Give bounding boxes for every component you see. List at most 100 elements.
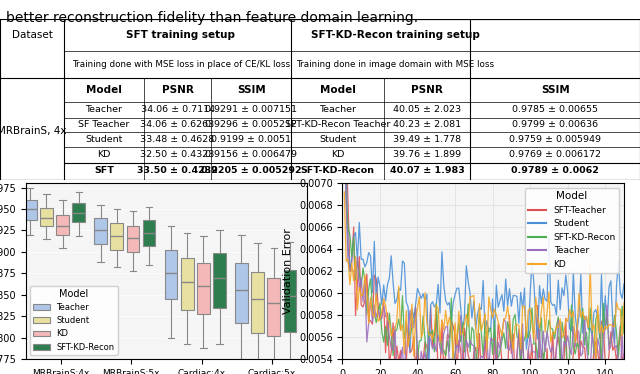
PathPatch shape bbox=[268, 278, 280, 336]
Text: Dataset: Dataset bbox=[12, 30, 52, 40]
KD bbox=[340, 189, 348, 194]
Text: PSNR: PSNR bbox=[412, 85, 443, 95]
Teacher bbox=[487, 336, 495, 340]
PathPatch shape bbox=[143, 220, 156, 246]
KD bbox=[498, 334, 506, 338]
Line: Teacher: Teacher bbox=[344, 116, 624, 374]
SFT-KD-Recon bbox=[487, 326, 495, 330]
Text: SFT: SFT bbox=[94, 166, 114, 175]
PathPatch shape bbox=[40, 208, 52, 226]
Line: SFT-KD-Recon: SFT-KD-Recon bbox=[344, 104, 624, 374]
Text: 0.9789 ± 0.0062: 0.9789 ± 0.0062 bbox=[511, 166, 599, 175]
Text: 34.06 ± 0.6263: 34.06 ± 0.6263 bbox=[140, 120, 215, 129]
Text: MRBrainS, 4x: MRBrainS, 4x bbox=[0, 126, 67, 136]
Student bbox=[536, 283, 543, 288]
SFT-Teacher bbox=[620, 352, 628, 356]
SFT-Teacher bbox=[340, 117, 348, 122]
Line: SFT-Teacher: SFT-Teacher bbox=[344, 119, 624, 374]
Text: 34.06 ± 0.7114: 34.06 ± 0.7114 bbox=[141, 105, 214, 114]
KD bbox=[534, 315, 541, 320]
Text: 40.07 ± 1.983: 40.07 ± 1.983 bbox=[390, 166, 465, 175]
PathPatch shape bbox=[72, 203, 85, 222]
Student bbox=[453, 286, 461, 291]
SFT-KD-Recon bbox=[620, 331, 628, 336]
KD bbox=[487, 307, 495, 312]
Text: Teacher: Teacher bbox=[86, 105, 122, 114]
PathPatch shape bbox=[111, 223, 123, 250]
PathPatch shape bbox=[164, 250, 177, 299]
Text: KD: KD bbox=[97, 150, 111, 159]
SFT-Teacher bbox=[536, 355, 543, 359]
Text: Student: Student bbox=[319, 135, 356, 144]
Text: Model: Model bbox=[86, 85, 122, 95]
KD bbox=[451, 321, 459, 325]
Text: 39.49 ± 1.778: 39.49 ± 1.778 bbox=[393, 135, 461, 144]
SFT-Teacher bbox=[573, 323, 581, 327]
SFT-KD-Recon bbox=[451, 352, 459, 356]
Text: 0.9205 ± 0.005292: 0.9205 ± 0.005292 bbox=[201, 166, 301, 175]
PathPatch shape bbox=[127, 226, 140, 252]
Student bbox=[425, 368, 433, 372]
Text: 40.05 ± 2.023: 40.05 ± 2.023 bbox=[393, 105, 461, 114]
SFT-KD-Recon bbox=[498, 339, 506, 343]
SFT-Teacher bbox=[453, 369, 461, 374]
Text: 33.50 ± 0.4232: 33.50 ± 0.4232 bbox=[137, 166, 218, 175]
Student bbox=[500, 309, 508, 313]
SFT-KD-Recon bbox=[573, 341, 581, 345]
Student bbox=[573, 329, 581, 333]
Text: SSIM: SSIM bbox=[237, 85, 266, 95]
Text: Training done in image domain with MSE loss: Training done in image domain with MSE l… bbox=[296, 60, 494, 69]
Line: Student: Student bbox=[344, 119, 624, 370]
Y-axis label: Validation Error: Validation Error bbox=[284, 228, 293, 314]
KD bbox=[433, 303, 440, 307]
Text: 39.76 ± 1.899: 39.76 ± 1.899 bbox=[393, 150, 461, 159]
Text: 40.23 ± 2.081: 40.23 ± 2.081 bbox=[393, 120, 461, 129]
Text: 0.9156 ± 0.006479: 0.9156 ± 0.006479 bbox=[205, 150, 297, 159]
Student bbox=[489, 297, 497, 301]
PathPatch shape bbox=[181, 258, 193, 310]
Teacher bbox=[573, 326, 581, 330]
Line: KD: KD bbox=[344, 191, 624, 364]
Text: SFT-KD-Recon Teacher: SFT-KD-Recon Teacher bbox=[285, 120, 390, 129]
PathPatch shape bbox=[284, 270, 296, 332]
Text: 0.9769 ± 0.006172: 0.9769 ± 0.006172 bbox=[509, 150, 601, 159]
Teacher bbox=[451, 352, 459, 356]
Text: KD: KD bbox=[331, 150, 344, 159]
Teacher bbox=[498, 331, 506, 335]
Teacher bbox=[620, 370, 628, 374]
KD bbox=[572, 340, 579, 345]
Text: Student: Student bbox=[85, 135, 123, 144]
Text: SFT training setup: SFT training setup bbox=[126, 30, 236, 40]
SFT-KD-Recon bbox=[534, 356, 541, 360]
Text: 0.9799 ± 0.00636: 0.9799 ± 0.00636 bbox=[512, 120, 598, 129]
KD bbox=[620, 301, 628, 306]
Text: Teacher: Teacher bbox=[319, 105, 356, 114]
PathPatch shape bbox=[56, 215, 69, 235]
PathPatch shape bbox=[197, 263, 210, 314]
Text: 32.50 ± 0.4323: 32.50 ± 0.4323 bbox=[140, 150, 215, 159]
Teacher bbox=[340, 113, 348, 118]
Text: 0.9759 ± 0.005949: 0.9759 ± 0.005949 bbox=[509, 135, 601, 144]
Text: 0.9199 ± 0.0051: 0.9199 ± 0.0051 bbox=[211, 135, 291, 144]
Text: 33.48 ± 0.4628: 33.48 ± 0.4628 bbox=[140, 135, 215, 144]
Text: SFT-KD-Recon training setup: SFT-KD-Recon training setup bbox=[311, 30, 479, 40]
Student bbox=[435, 282, 442, 286]
Text: SFT-KD-Recon: SFT-KD-Recon bbox=[301, 166, 374, 175]
Text: 0.9296 ± 0.005212: 0.9296 ± 0.005212 bbox=[205, 120, 297, 129]
Text: better reconstruction fidelity than feature domain learning.: better reconstruction fidelity than feat… bbox=[6, 11, 419, 25]
Text: SF Teacher: SF Teacher bbox=[78, 120, 130, 129]
SFT-KD-Recon bbox=[340, 102, 348, 107]
PathPatch shape bbox=[24, 200, 36, 220]
PathPatch shape bbox=[213, 253, 226, 309]
SFT-KD-Recon bbox=[433, 301, 440, 306]
PathPatch shape bbox=[252, 272, 264, 333]
Text: Model: Model bbox=[319, 85, 356, 95]
Text: 0.9291 ± 0.007151: 0.9291 ± 0.007151 bbox=[205, 105, 297, 114]
PathPatch shape bbox=[94, 218, 107, 244]
Student bbox=[340, 117, 348, 121]
Text: PSNR: PSNR bbox=[162, 85, 193, 95]
KD bbox=[592, 362, 600, 366]
Legend: SFT-Teacher, Student, SFT-KD-Recon, Teacher, KD: SFT-Teacher, Student, SFT-KD-Recon, Teac… bbox=[525, 188, 620, 273]
Text: 0.9785 ± 0.00655: 0.9785 ± 0.00655 bbox=[512, 105, 598, 114]
Legend: Teacher, Student, KD, SFT-KD-Recon: Teacher, Student, KD, SFT-KD-Recon bbox=[30, 285, 118, 355]
